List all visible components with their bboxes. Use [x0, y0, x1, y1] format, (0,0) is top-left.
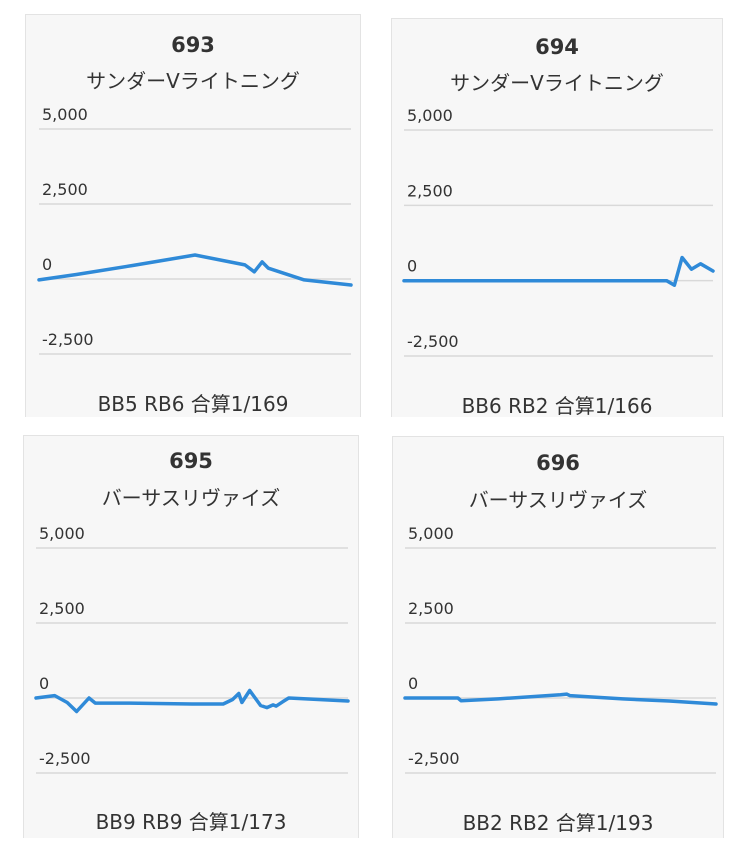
- machine-name: サンダーVライトニング: [450, 71, 664, 95]
- y-tick-label: 5,000: [39, 524, 85, 543]
- y-tick-label: 5,000: [408, 524, 454, 543]
- machine-name: サンダーVライトニング: [86, 69, 300, 93]
- series-line: [403, 692, 718, 706]
- y-tick-label: -2,500: [39, 749, 91, 768]
- line-chart: 5,000 2,500 0 -2,500: [403, 524, 718, 774]
- y-tick-label: -2,500: [408, 749, 460, 768]
- y-tick-label: 0: [407, 257, 417, 276]
- y-tick-label: 5,000: [42, 105, 88, 124]
- chart-card: 696 バーサスリヴァイズ 5,000 2,500 0 -2,500 BB2 RB2 …: [392, 436, 724, 838]
- machine-number: 694: [535, 35, 579, 59]
- bonus-stats: BB9 RB9 合算1/173: [95, 810, 287, 834]
- series-line: [34, 688, 350, 714]
- y-tick-label: -2,500: [407, 332, 459, 351]
- line-chart: 5,000 2,500 0 -2,500: [37, 105, 353, 355]
- y-tick-label: 2,500: [407, 181, 453, 200]
- chart-card: 693 サンダーVライトニング 5,000 2,500 0 -2,500 BB5 RB…: [25, 14, 361, 417]
- y-tick-label: 0: [408, 674, 418, 693]
- y-tick-label: 2,500: [42, 180, 88, 199]
- machine-name: バーサスリヴァイズ: [468, 488, 648, 512]
- line-chart: 5,000 2,500 0 -2,500: [402, 106, 715, 357]
- series-line: [402, 255, 715, 287]
- y-tick-label: 0: [39, 674, 49, 693]
- machine-number: 696: [536, 451, 580, 475]
- y-tick-label: 5,000: [407, 106, 453, 125]
- chart-card: 695 バーサスリヴァイズ 5,000 2,500 0 -2,500 BB9 RB9 …: [23, 435, 359, 838]
- y-tick-label: -2,500: [42, 330, 94, 349]
- series-line: [37, 253, 353, 287]
- line-chart: 5,000 2,500 0 -2,500: [34, 524, 350, 774]
- machine-number: 693: [171, 33, 215, 57]
- y-tick-label: 0: [42, 255, 52, 274]
- chart-card: 694 サンダーVライトニング 5,000 2,500 0 -2,500 BB6 RB…: [391, 18, 723, 418]
- bonus-stats: BB2 RB2 合算1/193: [462, 811, 654, 835]
- bonus-stats: BB6 RB2 合算1/166: [461, 394, 653, 418]
- y-tick-label: 2,500: [408, 599, 454, 618]
- bonus-stats: BB5 RB6 合算1/169: [97, 392, 289, 416]
- machine-number: 695: [169, 449, 213, 473]
- machine-name: バーサスリヴァイズ: [101, 486, 281, 510]
- y-tick-label: 2,500: [39, 599, 85, 618]
